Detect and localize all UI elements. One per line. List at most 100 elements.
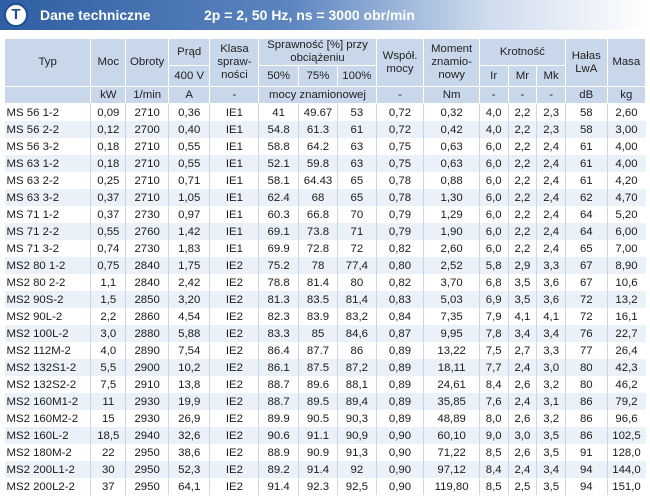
cell-mk: 3,6	[536, 274, 567, 291]
cell-mk: 2,4	[536, 206, 567, 223]
cell-spr-75: 49.67	[298, 103, 339, 121]
cell-obroty: 2910	[125, 376, 169, 393]
col-header-halas: Hałas LwA	[565, 38, 608, 87]
cell-obroty: 2710	[125, 138, 169, 155]
cell-wspol: 0,75	[376, 155, 425, 172]
cell-moment: 3,70	[423, 274, 480, 291]
cell-mr: 3,4	[508, 325, 538, 342]
cell-mk: 3,5	[536, 444, 567, 461]
cell-masa: 4,00	[607, 155, 646, 172]
col-header-krotnosc: Krotność	[478, 38, 567, 66]
cell-klasa: IE2	[209, 478, 260, 495]
table-row: MS 71 3-2 0,74 2730 1,83 IE1 69.9 72.8 72 0,82 2,…	[4, 240, 646, 257]
cell-mk: 3,5	[536, 478, 567, 495]
cell-mk: 2,3	[536, 121, 567, 138]
cell-spr-100: 53	[337, 103, 377, 121]
cell-masa: 102,5	[607, 427, 646, 444]
cell-masa: 79,2	[607, 393, 646, 410]
cell-typ: MS2 100L-2	[4, 325, 92, 342]
cell-moc: 15	[90, 410, 127, 427]
cell-mk: 3,0	[536, 359, 567, 376]
cell-moment: 0,88	[423, 172, 480, 189]
cell-mr: 2,7	[508, 342, 538, 359]
cell-moment: 0,32	[423, 103, 480, 121]
cell-prad: 7,54	[168, 342, 211, 359]
cell-mk: 3,4	[536, 325, 567, 342]
cell-typ: MS2 112M-2	[4, 342, 92, 359]
col-header-masa: Masa	[606, 38, 647, 87]
cell-halas: 58	[565, 103, 608, 121]
cell-halas: 94	[565, 478, 608, 495]
cell-ir: 9,0	[479, 427, 509, 444]
cell-spr-50: 60.3	[258, 206, 299, 223]
cell-klasa: IE2	[209, 427, 260, 444]
cell-spr-75: 64.43	[298, 172, 339, 189]
cell-masa: 128,0	[607, 444, 646, 461]
table-row: MS2 200L2-2 37 2950 64,1 IE2 91.4 92.3 92,5 0,90…	[4, 478, 646, 495]
cell-spr-75: 64.2	[298, 138, 339, 155]
cell-halas: 76	[565, 325, 608, 342]
unit-mk: -	[536, 86, 567, 104]
cell-obroty: 2730	[125, 240, 169, 257]
cell-spr-100: 77,4	[337, 257, 377, 274]
cell-moc: 3,0	[90, 325, 127, 342]
cell-halas: 80	[565, 376, 608, 393]
cell-masa: 4,00	[607, 138, 646, 155]
col-header-400v: 400 V	[167, 65, 211, 87]
unit-sprawnosc: mocy znamionowej	[258, 86, 377, 104]
cell-typ: MS2 160M1-2	[4, 393, 92, 410]
cell-prad: 32,6	[168, 427, 211, 444]
cell-moment: 60,10	[423, 427, 480, 444]
cell-typ: MS 71 3-2	[4, 240, 92, 257]
cell-halas: 86	[565, 410, 608, 427]
cell-masa: 5,20	[607, 206, 646, 223]
cell-mk: 2,4	[536, 189, 567, 206]
cell-spr-100: 92	[337, 461, 377, 478]
unit-moment: Nm	[423, 86, 480, 104]
cell-wspol: 0,75	[376, 138, 425, 155]
cell-typ: MS2 200L2-2	[4, 478, 92, 495]
cell-halas: 72	[565, 291, 608, 308]
cell-prad: 52,3	[168, 461, 211, 478]
unit-halas: dB	[565, 86, 608, 104]
cell-spr-100: 89,4	[337, 393, 377, 410]
cell-masa: 16,1	[607, 308, 646, 325]
cell-mk: 4,1	[536, 308, 567, 325]
cell-halas: 58	[565, 121, 608, 138]
cell-spr-50: 69.9	[258, 240, 299, 257]
cell-obroty: 2950	[125, 461, 169, 478]
cell-klasa: IE2	[209, 257, 260, 274]
section-badge-icon: T	[4, 3, 28, 27]
cell-spr-100: 91,3	[337, 444, 377, 461]
table-row: MS2 80 2-2 1,1 2840 2,42 IE2 78.8 81.4 80 0,82 3,…	[4, 274, 646, 291]
cell-ir: 8,4	[479, 461, 509, 478]
cell-spr-50: 89.9	[258, 410, 299, 427]
cell-wspol: 0,84	[376, 308, 425, 325]
cell-moc: 22	[90, 444, 127, 461]
cell-wspol: 0,79	[376, 223, 425, 240]
cell-prad: 0,55	[168, 138, 211, 155]
table-row: MS 56 3-2 0,18 2710 0,55 IE1 58.8 64.2 63 0,75 0,…	[4, 138, 646, 155]
cell-mr: 2,2	[508, 172, 538, 189]
cell-klasa: IE2	[209, 359, 260, 376]
cell-spr-50: 69.1	[258, 223, 299, 240]
cell-typ: MS 56 3-2	[4, 138, 92, 155]
cell-mr: 3,5	[508, 291, 538, 308]
cell-ir: 7,8	[479, 325, 509, 342]
cell-spr-75: 92.3	[298, 478, 339, 495]
cell-typ: MS2 80 2-2	[4, 274, 92, 291]
cell-moment: 9,95	[423, 325, 480, 342]
cell-wspol: 0,89	[376, 393, 425, 410]
cell-moc: 11	[90, 393, 127, 410]
unit-prad: A	[167, 86, 211, 104]
cell-klasa: IE1	[209, 155, 260, 172]
cell-ir: 6,9	[479, 291, 509, 308]
cell-prad: 0,36	[168, 103, 211, 121]
table-row: MS 56 2-2 0,12 2700 0,40 IE1 54.8 61.3 61 0,72 0,…	[4, 121, 646, 138]
cell-spr-50: 88.7	[258, 376, 299, 393]
cell-moment: 97,12	[423, 461, 480, 478]
cell-klasa: IE2	[209, 325, 260, 342]
cell-typ: MS2 90L-2	[4, 308, 92, 325]
cell-spr-100: 72	[337, 240, 377, 257]
table-row: MS 63 1-2 0,18 2710 0,55 IE1 52.1 59.8 63 0,75 0,…	[4, 155, 646, 172]
